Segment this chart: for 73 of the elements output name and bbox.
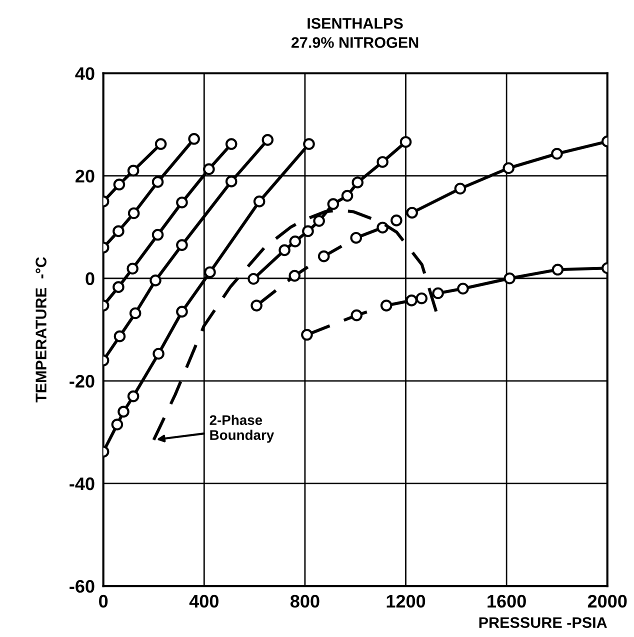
point xyxy=(301,328,313,341)
point xyxy=(112,281,124,293)
y-tick-label: 0 xyxy=(86,272,94,286)
point xyxy=(113,178,126,190)
point xyxy=(406,206,418,219)
point xyxy=(111,418,124,430)
point xyxy=(176,196,188,208)
point xyxy=(204,266,216,278)
y-tick-label: 20 xyxy=(76,170,94,183)
point xyxy=(188,132,200,145)
x-tick-label: 800 xyxy=(290,594,320,608)
x-tick-label: 2000 xyxy=(588,594,627,608)
point xyxy=(129,307,142,320)
x-tick-label: 1600 xyxy=(488,594,526,608)
point xyxy=(114,330,126,342)
point xyxy=(118,406,130,418)
point xyxy=(253,196,266,208)
y-tick-label: -60 xyxy=(70,580,94,593)
point xyxy=(352,176,364,188)
point xyxy=(152,228,164,241)
point xyxy=(288,270,301,282)
point xyxy=(376,222,388,234)
point xyxy=(150,274,162,286)
point xyxy=(551,148,563,160)
y-tick-label: -40 xyxy=(70,477,94,490)
point xyxy=(225,138,238,150)
point xyxy=(289,236,302,248)
point xyxy=(318,250,330,262)
point xyxy=(552,264,564,276)
point xyxy=(302,225,314,238)
point xyxy=(112,225,124,238)
point xyxy=(127,164,140,177)
point xyxy=(350,309,363,322)
y-axis-title: TEMPERATURE -°C xyxy=(36,257,46,402)
chart-title: ISENTHALPS xyxy=(308,18,403,29)
point xyxy=(341,190,354,202)
y-tick-label: -20 xyxy=(70,374,94,388)
point xyxy=(152,348,164,360)
point xyxy=(225,176,238,188)
chart-subtitle: 27.9% NITROGEN xyxy=(291,37,418,48)
point xyxy=(203,163,215,176)
point xyxy=(127,390,140,402)
y-tick-label: 40 xyxy=(75,67,94,80)
point xyxy=(152,176,164,188)
point xyxy=(400,136,412,148)
point xyxy=(416,292,428,304)
point xyxy=(504,272,516,284)
point xyxy=(176,239,188,251)
point xyxy=(327,198,340,210)
x-tick-label: 400 xyxy=(189,594,218,608)
point xyxy=(262,134,274,146)
point xyxy=(176,306,188,318)
point xyxy=(457,282,469,295)
point xyxy=(380,300,392,312)
point xyxy=(248,272,260,285)
point xyxy=(154,138,167,150)
x-tick-label: 0 xyxy=(99,594,108,608)
point xyxy=(313,215,325,227)
x-tick-label: 1200 xyxy=(386,594,426,608)
point xyxy=(406,294,418,306)
point xyxy=(390,214,402,226)
point xyxy=(454,182,466,195)
annotation: 2-Phase Boundary xyxy=(210,414,274,443)
x-axis-title: PRESSURE -PSIA xyxy=(479,617,607,628)
point xyxy=(432,287,444,300)
point xyxy=(250,300,262,312)
point xyxy=(350,232,362,244)
point xyxy=(376,156,388,168)
point xyxy=(278,244,290,256)
point xyxy=(303,138,315,150)
point xyxy=(502,162,514,174)
point xyxy=(126,262,138,275)
point xyxy=(128,207,140,220)
